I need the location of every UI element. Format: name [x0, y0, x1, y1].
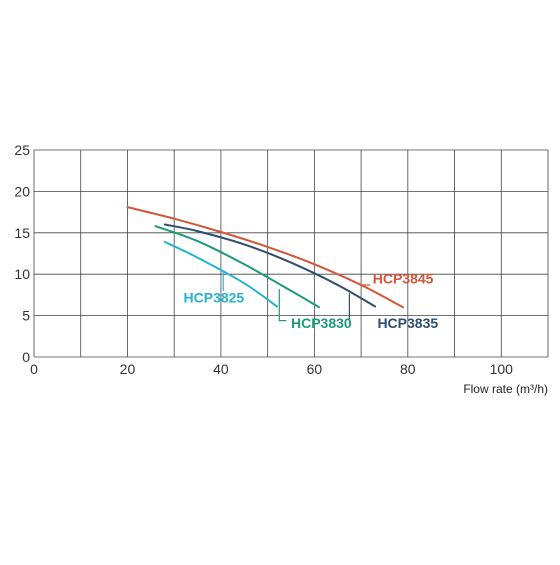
leader-line-hcp3830	[278, 289, 287, 322]
x-tick-label: 60	[307, 361, 323, 377]
y-tick-label: 0	[22, 349, 30, 365]
x-tick-label: 20	[120, 361, 136, 377]
series-label-hcp3835: HCP3835	[377, 315, 438, 331]
series-lines	[126, 206, 405, 309]
y-tick-label: 20	[14, 183, 30, 199]
series-labels: HCP3845 HCP3835 HCP3830 HCP3825	[184, 270, 439, 331]
y-tick-label: 25	[14, 142, 30, 158]
x-tick-label: 0	[30, 361, 38, 377]
x-tick-label: 100	[490, 361, 514, 377]
y-tick-label: 5	[22, 308, 30, 324]
grid	[33, 149, 549, 358]
y-tick-label: 10	[14, 266, 30, 282]
series-line-hcp3825	[163, 240, 278, 308]
x-tick-label: 40	[213, 361, 229, 377]
series-line-hcp3830	[154, 225, 320, 309]
x-tick-label: 80	[400, 361, 416, 377]
series-line-hcp3835	[163, 223, 377, 308]
x-axis-ticks: 0 20 40 60 80 100	[30, 361, 513, 377]
series-label-hcp3845: HCP3845	[373, 270, 434, 286]
x-axis-title: Flow rate (m³/h)	[463, 382, 548, 396]
series-label-hcp3825: HCP3825	[184, 289, 245, 305]
series-label-hcp3830: HCP3830	[291, 315, 352, 331]
series-line-hcp3845	[126, 206, 405, 309]
y-tick-label: 15	[14, 225, 30, 241]
y-axis-ticks: 0 5 10 15 20 25	[14, 142, 30, 365]
